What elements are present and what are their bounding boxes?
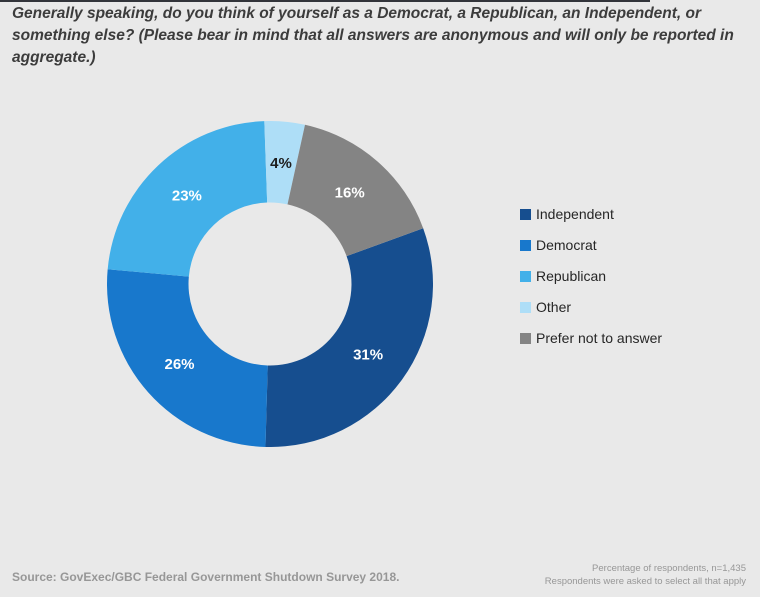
slice-value-label-prefer-not-to-answer: 16% — [335, 185, 365, 202]
footnote-method: Respondents were asked to select all tha… — [544, 576, 746, 587]
slice-value-label-democrat: 26% — [164, 356, 194, 373]
legend-item-democrat: Democrat — [520, 237, 662, 253]
donut-slice-other — [264, 121, 305, 205]
chart-title-line-3: aggregate.) — [12, 49, 96, 66]
chart-title-line-1: Generally speaking, do you think of your… — [12, 5, 702, 22]
slice-value-label-independent: 31% — [353, 346, 383, 363]
legend-item-other: Other — [520, 299, 662, 315]
slice-value-label-republican: 23% — [172, 188, 202, 205]
footnote-respondents: Percentage of respondents, n=1,435 — [592, 563, 746, 574]
legend-swatch-independent — [520, 208, 531, 220]
donut-slice-democrat — [107, 269, 268, 447]
slice-value-label-other: 4% — [270, 155, 292, 172]
legend-label-republican: Republican — [536, 268, 607, 284]
donut-slice-prefer-not-to-answer — [287, 124, 424, 257]
legend-label-other: Other — [536, 299, 572, 315]
footnotes: Percentage of respondents, n=1,435 Respo… — [545, 562, 746, 588]
legend-swatch-republican — [520, 270, 531, 282]
top-accent-bar — [0, 0, 650, 2]
source-text: Source: GovExec/GBC Federal Government S… — [12, 570, 400, 584]
legend-item-republican: Republican — [520, 268, 662, 284]
legend-swatch-prefer-not-to-answer — [520, 332, 531, 344]
legend-item-prefer-not-to-answer: Prefer not to answer — [520, 330, 662, 346]
chart-title: Generally speaking, do you think of your… — [12, 3, 734, 69]
legend: Independent Democrat Republican Other Prefer… — [520, 206, 662, 361]
legend-swatch-democrat — [520, 239, 531, 251]
legend-item-independent: Independent — [520, 206, 662, 222]
legend-label-prefer-not-to-answer: Prefer not to answer — [536, 330, 663, 346]
legend-swatch-other — [520, 301, 531, 313]
chart-title-line-2: something else? (Please bear in mind tha… — [12, 27, 734, 44]
legend-label-independent: Independent — [536, 206, 614, 222]
donut-chart: 31% 26% 23% 4% 16% — [107, 121, 433, 447]
legend-label-democrat: Democrat — [536, 237, 597, 253]
donut-slice-independent — [265, 228, 433, 447]
donut-slice-republican — [107, 121, 268, 277]
